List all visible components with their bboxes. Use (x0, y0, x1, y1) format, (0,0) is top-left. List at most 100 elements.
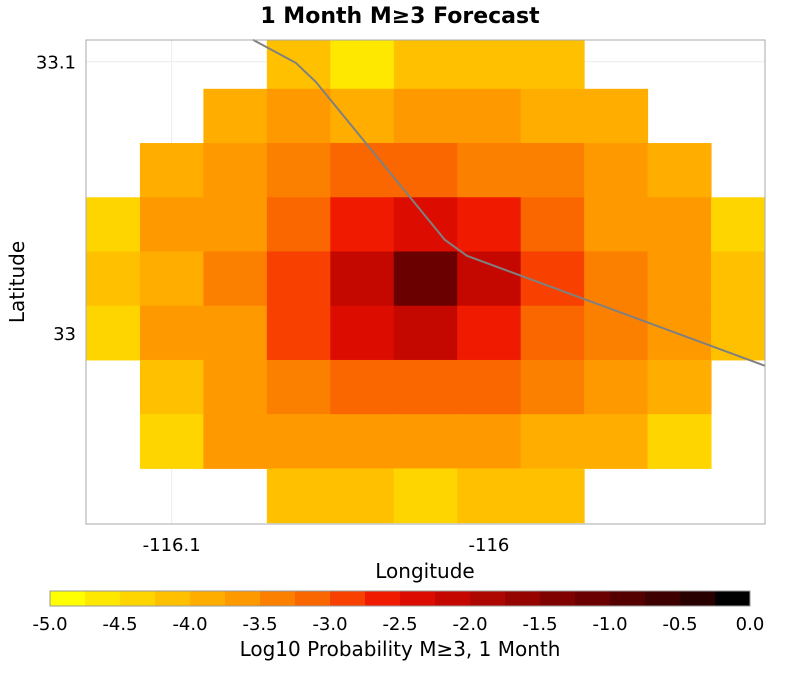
colorbar-bin (610, 591, 646, 606)
heatmap-cell (393, 359, 458, 415)
colorbar-bin (155, 591, 191, 606)
heatmap-cell (584, 414, 649, 469)
heatmap-cell (266, 143, 331, 198)
heatmap-cell (266, 197, 331, 252)
heatmap-cell (86, 251, 141, 307)
colorbar (49, 590, 751, 607)
heatmap-cell (457, 359, 522, 415)
colorbar-tick-label: -5.0 (32, 614, 67, 635)
colorbar-bin (330, 591, 366, 606)
colorbar-label: Log10 Probability M≥3, 1 Month (240, 637, 561, 661)
heatmap-cell (457, 305, 522, 361)
heatmap-cell (203, 251, 268, 307)
heatmap-cell (520, 143, 585, 198)
fault-trace (252, 38, 766, 367)
colorbar-bin (225, 591, 261, 606)
heatmap-cell (139, 143, 204, 198)
colorbar-tick-label: -3.5 (242, 614, 277, 635)
heatmap-cell (393, 468, 458, 524)
heatmap-cell (584, 88, 649, 144)
heatmap-cell (139, 359, 204, 415)
heatmap-cell (203, 197, 268, 252)
colorbar-tick-label: -1.0 (592, 614, 627, 635)
colorbar-bin (715, 591, 751, 606)
colorbar-bin (435, 591, 471, 606)
x-tick-labels: -116.1 -116 (143, 535, 510, 556)
chart-title: 1 Month M≥3 Forecast (260, 4, 540, 29)
heatmap-cell (203, 305, 268, 361)
colorbar-bin (575, 591, 611, 606)
heatmap-cell (139, 414, 204, 469)
heatmap-cell (647, 197, 712, 252)
colorbar-bin (85, 591, 121, 606)
heatmap-cell (266, 88, 331, 144)
heatmap-cell (711, 197, 766, 252)
heatmap-cell (266, 468, 331, 524)
colorbar-tick-label: 0.0 (736, 614, 765, 635)
heatmap-cell (393, 305, 458, 361)
heatmap-cell (393, 251, 458, 307)
heatmap-cell (86, 305, 141, 361)
heatmap-cell (711, 251, 766, 307)
colorbar-bin (190, 591, 226, 606)
heatmap-cell (139, 197, 204, 252)
heatmap-cell (711, 305, 766, 361)
heatmap-cell (647, 305, 712, 361)
heatmap-cell (584, 359, 649, 415)
heatmap-cell (457, 197, 522, 252)
colorbar-bin (120, 591, 156, 606)
colorbar-bin (295, 591, 331, 606)
heatmap-cell (203, 359, 268, 415)
x-tick-label: -116.1 (143, 535, 201, 556)
heatmap-cell (520, 197, 585, 252)
heatmap-cell (393, 40, 458, 90)
heatmap-cell (457, 468, 522, 524)
heatmap-cell (393, 88, 458, 144)
heatmap-cell (647, 359, 712, 415)
y-tick-label: 33.1 (36, 53, 76, 74)
heatmap-cell (457, 414, 522, 469)
x-axis-label: Longitude (375, 559, 474, 583)
colorbar-tick-label: -2.5 (382, 614, 417, 635)
heatmap-cell (266, 305, 331, 361)
heatmap-cell (330, 414, 395, 469)
x-tick-label: -116 (469, 535, 510, 556)
heatmap-cell (330, 468, 395, 524)
heatmap-cell (393, 197, 458, 252)
colorbar-frame (49, 590, 751, 607)
colorbar-bin (540, 591, 576, 606)
heatmap-cell (457, 143, 522, 198)
plot-frame (85, 39, 766, 525)
heatmap-cell (520, 88, 585, 144)
heatmap-cell (647, 251, 712, 307)
colorbar-bin (260, 591, 296, 606)
colorbar-bin (505, 591, 541, 606)
heatmap-cell (330, 143, 395, 198)
heatmap-cell (203, 88, 268, 144)
heatmap-cell (457, 251, 522, 307)
heatmap-cell (86, 197, 141, 252)
heatmap-cell (330, 305, 395, 361)
heatmap-cell (139, 305, 204, 361)
heatmap-cell (584, 143, 649, 198)
heatmap-cell (520, 414, 585, 469)
heatmap-cell (584, 251, 649, 307)
colorbar-tick-label: -1.5 (522, 614, 557, 635)
heatmap-cell (330, 40, 395, 90)
heatmap-cell (393, 414, 458, 469)
heatmap-cell (330, 359, 395, 415)
colorbar-bin (645, 591, 681, 606)
heatmap-cell (203, 414, 268, 469)
colorbar-bin (680, 591, 716, 606)
y-tick-label: 33 (53, 324, 76, 345)
heatmap-cell (330, 251, 395, 307)
heatmap-cell (266, 251, 331, 307)
colorbar-bin (50, 591, 86, 606)
heatmap-cell (266, 359, 331, 415)
heatmap-cell (457, 88, 522, 144)
colorbar-tick-label: -4.5 (102, 614, 137, 635)
colorbar-bin (400, 591, 436, 606)
y-axis-label: Latitude (5, 241, 29, 323)
colorbar-bin (470, 591, 506, 606)
heatmap-cell (584, 197, 649, 252)
